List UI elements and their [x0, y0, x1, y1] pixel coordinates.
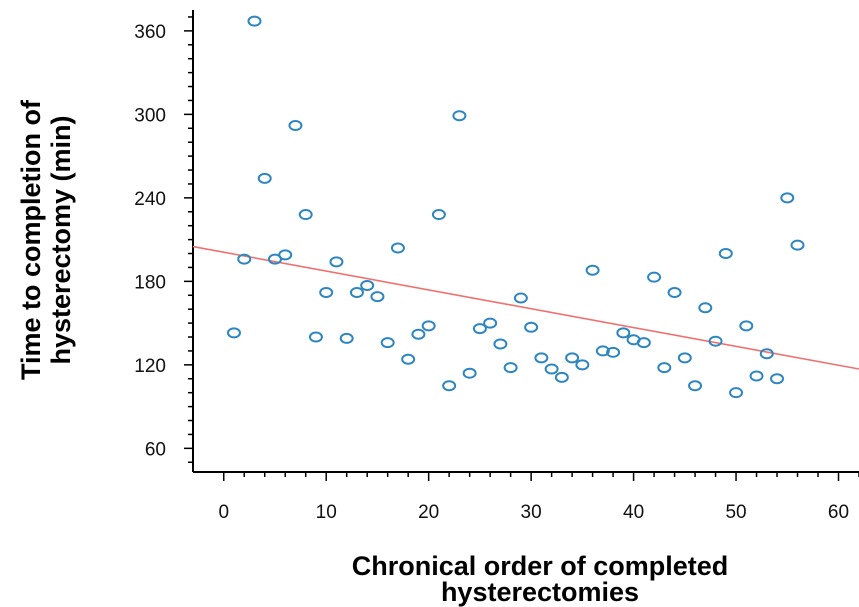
data-point: [606, 346, 621, 358]
data-point: [524, 321, 539, 333]
data-point: [308, 331, 323, 343]
data-point: [329, 256, 344, 268]
data-point: [544, 363, 559, 375]
data-point: [360, 280, 375, 292]
data-point: [298, 209, 313, 221]
data-point: [657, 362, 672, 374]
x-tick-label: 50: [725, 502, 746, 523]
data-point: [288, 120, 303, 131]
plot-axes: [192, 10, 859, 473]
data-point: [688, 380, 703, 392]
trend-line-group: [192, 245, 859, 370]
data-point: [718, 248, 733, 260]
data-point: [595, 345, 610, 357]
data-point: [380, 337, 395, 349]
data-point: [431, 209, 446, 221]
y-axis-title-line-1: Time to completion of: [16, 99, 46, 380]
data-point: [667, 286, 682, 298]
data-point: [247, 15, 262, 27]
x-tick-label: 60: [828, 502, 849, 523]
y-tick-label: 300: [134, 105, 166, 126]
y-tick-label: 360: [134, 22, 166, 43]
data-point: [237, 253, 252, 265]
data-point: [452, 110, 467, 122]
data-points: [226, 15, 805, 399]
data-point: [636, 337, 651, 349]
data-point: [770, 373, 785, 385]
data-point: [780, 192, 795, 204]
data-point: [472, 323, 487, 335]
data-point: [677, 352, 692, 364]
y-axis-title-line-2: hysterectomy (min): [46, 115, 76, 364]
data-point: [421, 320, 436, 332]
x-axis-title-line-2: hysterectomies: [441, 577, 639, 607]
data-point: [226, 327, 241, 339]
x-tick-label: 10: [316, 502, 337, 523]
data-point: [493, 338, 508, 350]
data-point: [401, 353, 416, 365]
data-point: [483, 317, 498, 329]
data-point: [708, 335, 723, 347]
data-point: [739, 320, 754, 332]
data-point: [349, 286, 364, 298]
data-point: [565, 352, 580, 364]
y-axis-ticks: 60 120 180 240 300 360: [134, 16, 193, 464]
data-point: [554, 371, 569, 383]
x-tick-label: 0: [218, 502, 229, 523]
data-point: [319, 286, 334, 298]
data-point: [339, 332, 354, 344]
data-point: [513, 292, 528, 304]
y-tick-label: 240: [134, 189, 166, 210]
data-point: [585, 264, 600, 276]
x-tick-label: 20: [418, 502, 439, 523]
data-point: [575, 359, 590, 371]
x-axis-ticks: 0 10 20 30 40 50 60: [218, 472, 859, 523]
data-point: [534, 352, 549, 364]
data-point: [698, 302, 713, 314]
data-point: [462, 367, 477, 379]
y-tick-label: 60: [145, 439, 166, 460]
x-tick-label: 30: [521, 502, 542, 523]
data-point: [278, 249, 293, 261]
data-point: [790, 239, 805, 251]
x-tick-label: 40: [623, 502, 644, 523]
data-point: [729, 387, 744, 399]
x-axis-title-line-1: Chronical order of completed: [352, 551, 729, 581]
data-point: [411, 328, 426, 340]
data-point: [390, 242, 405, 254]
data-point: [442, 380, 457, 392]
y-tick-label: 180: [134, 272, 166, 293]
data-point: [370, 291, 385, 303]
data-point: [759, 348, 774, 360]
data-point: [503, 362, 518, 374]
data-point: [749, 370, 764, 382]
trend-line: [192, 245, 859, 370]
data-point: [647, 271, 662, 283]
y-tick-label: 120: [134, 356, 166, 377]
data-point: [257, 172, 272, 184]
data-point: [616, 327, 631, 339]
